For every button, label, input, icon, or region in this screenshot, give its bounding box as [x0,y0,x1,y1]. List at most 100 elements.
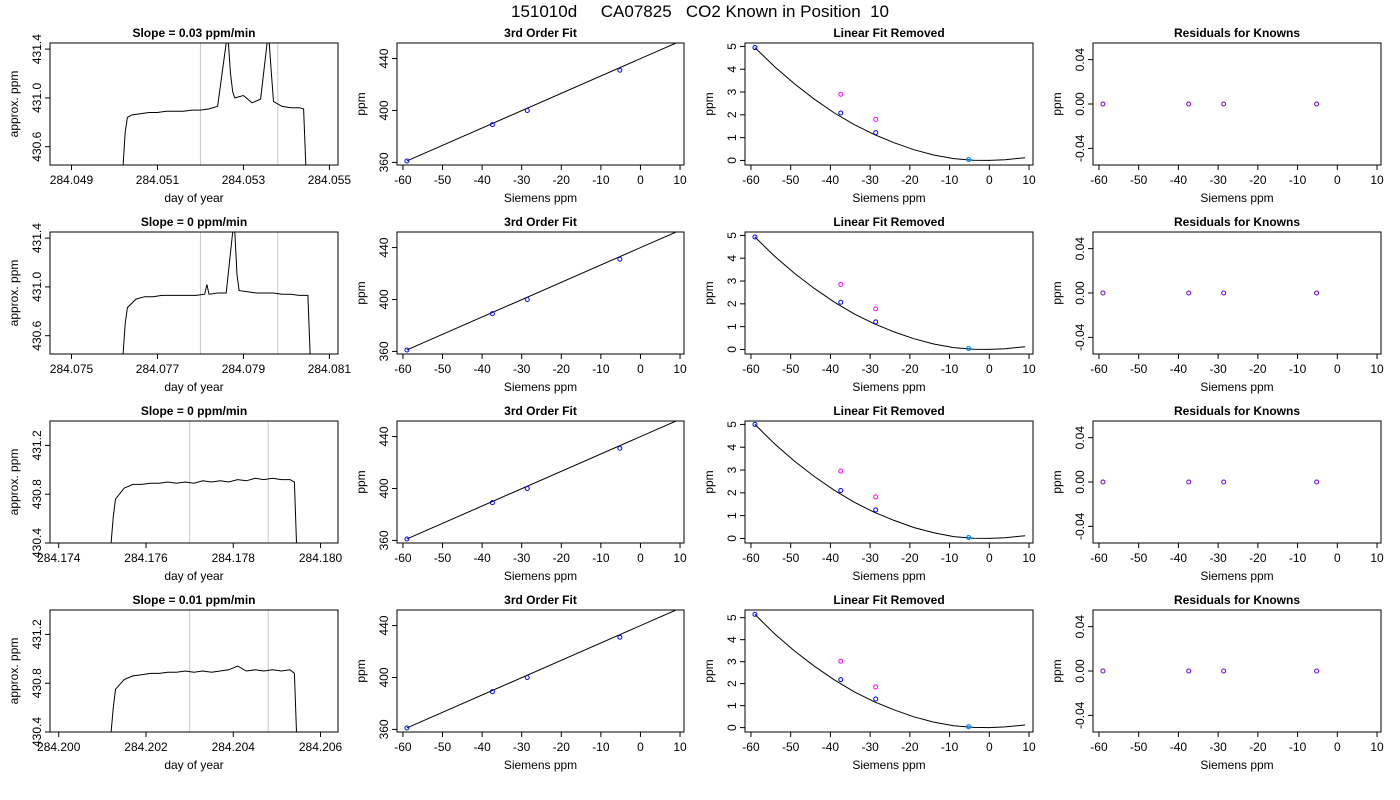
x-tick-label: -30 [1209,740,1227,754]
x-tick-label: -60 [394,740,412,754]
x-tick-label: -20 [1249,740,1267,754]
y-tick-label: 2 [725,680,739,687]
panel: Residuals for Knowns -60 -50 -40 -30 -20 -10 0 1… [1050,26,1384,205]
x-tick-label: -30 [861,173,879,187]
x-axis-label: Siemens ppm [852,569,925,583]
y-axis-label: ppm [1050,659,1064,682]
x-tick-label: -20 [901,551,919,565]
x-tick-label: 10 [1370,551,1384,565]
panel: Slope = 0.01 ppm/min 284.200 284.202 284.20… [7,593,343,772]
fit-point [838,110,844,116]
y-axis-label: ppm [1050,281,1064,304]
plot-frame [49,420,339,544]
x-tick-label: -50 [782,173,800,187]
y-tick-label: 400 [377,478,391,498]
data-point [404,725,410,731]
y-tick-label: 431.0 [30,83,44,113]
plot-frame [396,609,685,733]
fit-point [752,234,758,240]
x-tick-label: -60 [1090,551,1108,565]
x-tick-label: 284.053 [222,173,266,187]
x-tick-label: 0 [1334,362,1341,376]
y-tick-label: 1 [725,134,739,141]
data-point [1100,101,1106,107]
x-tick-label: 284.204 [212,740,256,754]
data-point [617,256,623,262]
plot-area [1100,290,1320,296]
data-point [1314,668,1320,674]
y-tick-label: -0.04 [1073,134,1087,162]
y-axis-label: ppm [1050,92,1064,115]
series-line [122,232,311,354]
x-tick-label: 284.049 [50,173,94,187]
data-point [1186,479,1192,485]
x-tick-label: -10 [1289,740,1307,754]
y-tick-label: 440 [377,426,391,446]
x-tick-label: 284.200 [37,740,81,754]
panel: Linear Fit Removed -60 -50 -40 -30 -20 -10 0 10 0… [702,215,1036,394]
data-point [1100,668,1106,674]
x-tick-label: 284.055 [308,173,352,187]
x-tick-label: 10 [1022,740,1036,754]
y-tick-label: 3 [725,277,739,284]
y-tick-label: 400 [377,289,391,309]
plot-area [752,45,1026,163]
x-tick-label: -30 [861,740,879,754]
y-tick-label: 400 [377,667,391,687]
y-axis-label: ppm [354,281,368,304]
known-point [838,91,844,97]
x-tick-label: -10 [941,740,959,754]
plot-frame [744,609,1034,733]
panel-title: 3rd Order Fit [504,26,577,40]
x-tick-label: -50 [434,173,452,187]
panel: Residuals for Knowns -60 -50 -40 -30 -20 -10 0 1… [1050,215,1384,394]
x-tick-label: 10 [1022,362,1036,376]
fit-line [406,232,677,351]
x-tick-label: 0 [637,740,644,754]
data-point [1186,101,1192,107]
x-tick-label: -50 [782,362,800,376]
plot-area [1100,668,1320,674]
x-tick-label: -60 [1090,362,1108,376]
y-tick-label: 1 [725,702,739,709]
data-point [489,122,495,128]
panel-title: Slope = 0 ppm/min [141,404,247,418]
data-point [489,689,495,695]
y-tick-label: 5 [725,232,739,239]
panel-title: 3rd Order Fit [504,593,577,607]
y-tick-label: -0.04 [1073,323,1087,351]
data-point [1314,290,1320,296]
panel-title: Residuals for Knowns [1174,404,1300,418]
fit-point [838,299,844,305]
y-tick-label: 0.04 [1073,48,1087,72]
x-tick-label: 10 [1022,173,1036,187]
x-tick-label: 284.075 [50,362,94,376]
fit-curve [754,47,1026,161]
x-tick-label: -40 [1170,551,1188,565]
fit-curve [754,614,1026,729]
x-tick-label: 284.174 [37,551,81,565]
panel-title: 3rd Order Fit [504,404,577,418]
x-tick-label: 284.178 [212,551,256,565]
panel: Linear Fit Removed -60 -50 -40 -30 -20 -10 0 10 0… [702,404,1036,583]
x-tick-label: -60 [742,551,760,565]
x-tick-label: -50 [1130,551,1148,565]
x-tick-label: -60 [742,173,760,187]
y-axis-label: ppm [702,659,716,682]
fit-point [873,130,879,136]
y-tick-label: 5 [725,43,739,50]
plot-frame [744,42,1034,166]
x-tick-label: -20 [901,740,919,754]
x-tick-label: -40 [822,551,840,565]
x-tick-label: 0 [1334,173,1341,187]
x-tick-label: -50 [434,740,452,754]
panel-title: Slope = 0 ppm/min [141,215,247,229]
fit-point [752,45,758,51]
y-tick-label: 400 [377,100,391,120]
panel: Residuals for Knowns -60 -50 -40 -30 -20 -10 0 1… [1050,404,1384,583]
x-tick-label: 0 [637,362,644,376]
x-axis-label: Siemens ppm [1200,758,1273,772]
data-point [617,67,623,73]
data-point [1186,668,1192,674]
